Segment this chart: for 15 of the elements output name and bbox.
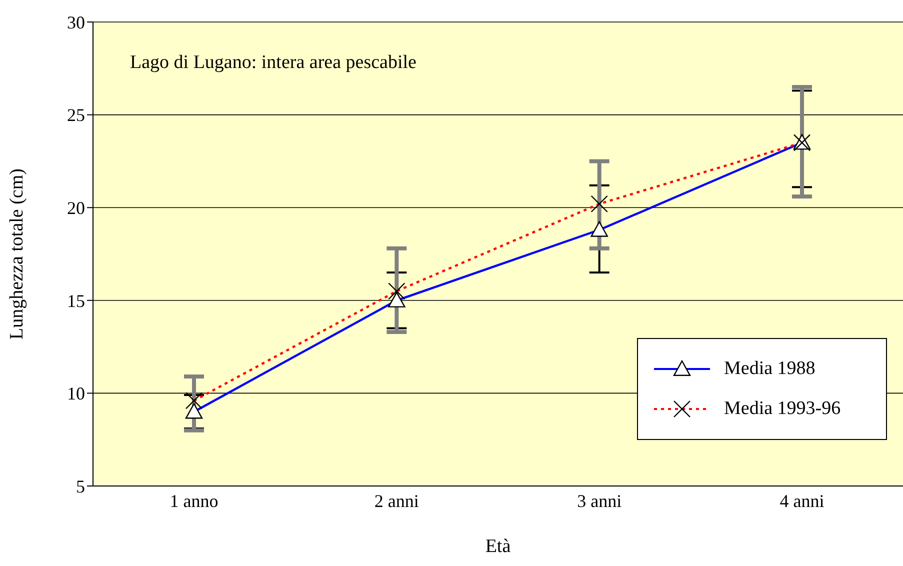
y-tick-label: 20	[67, 198, 85, 218]
y-tick-label: 15	[67, 290, 85, 311]
x-tick-label: 1 anno	[170, 490, 218, 511]
legend-label: Media 1988	[724, 358, 816, 380]
y-tick-label: 10	[67, 384, 85, 404]
legend-label: Media 1993-96	[724, 398, 841, 420]
annotation: Lago di Lugano: intera area pescabile	[130, 52, 416, 74]
y-tick-label: 30	[67, 12, 85, 32]
x-axis-title: Età	[485, 536, 512, 557]
y-tick-label: 25	[67, 105, 85, 126]
y-tick-label: 5	[76, 476, 85, 496]
x-tick-label: 2 anni	[374, 490, 419, 511]
y-axis-title: Lunghezza totale (cm)	[6, 168, 28, 340]
x-tick-label: 3 anni	[577, 490, 622, 511]
x-tick-label: 4 anni	[780, 490, 824, 511]
